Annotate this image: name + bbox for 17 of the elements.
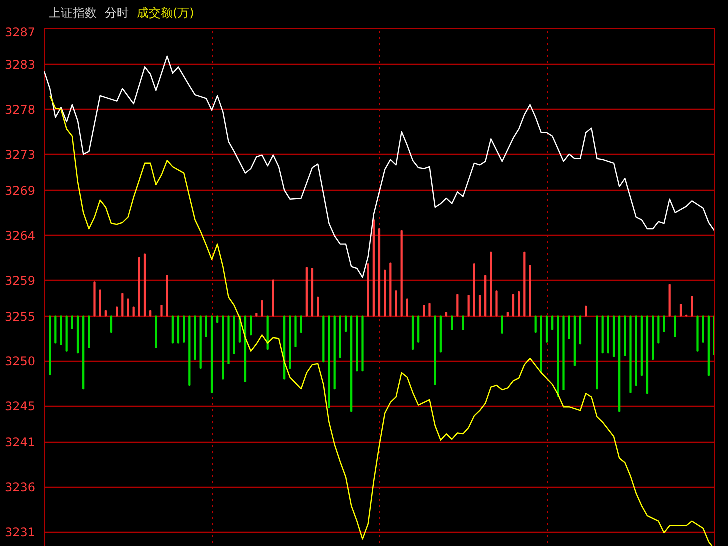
y-tick-label: 3231 [4, 526, 36, 540]
y-tick-label: 3273 [4, 148, 36, 162]
y-tick-label: 3236 [4, 480, 36, 495]
text: 分时 [105, 6, 129, 20]
y-tick-label: 3278 [4, 102, 36, 117]
y-tick-label: 3255 [4, 310, 36, 324]
chart-title: 上证指数 [49, 6, 97, 20]
y-tick-label: 3241 [4, 436, 36, 450]
text: 成交额(万) [137, 6, 194, 20]
y-tick-label: 3283 [4, 58, 36, 72]
y-tick-label: 3287 [4, 26, 36, 40]
y-tick-label: 3250 [4, 354, 36, 369]
y-tick-label: 3269 [4, 184, 36, 198]
y-tick-label: 3259 [4, 274, 36, 288]
line-series [44, 56, 714, 278]
y-tick-label: 3245 [4, 400, 36, 414]
y-tick-label: 3264 [4, 228, 36, 243]
